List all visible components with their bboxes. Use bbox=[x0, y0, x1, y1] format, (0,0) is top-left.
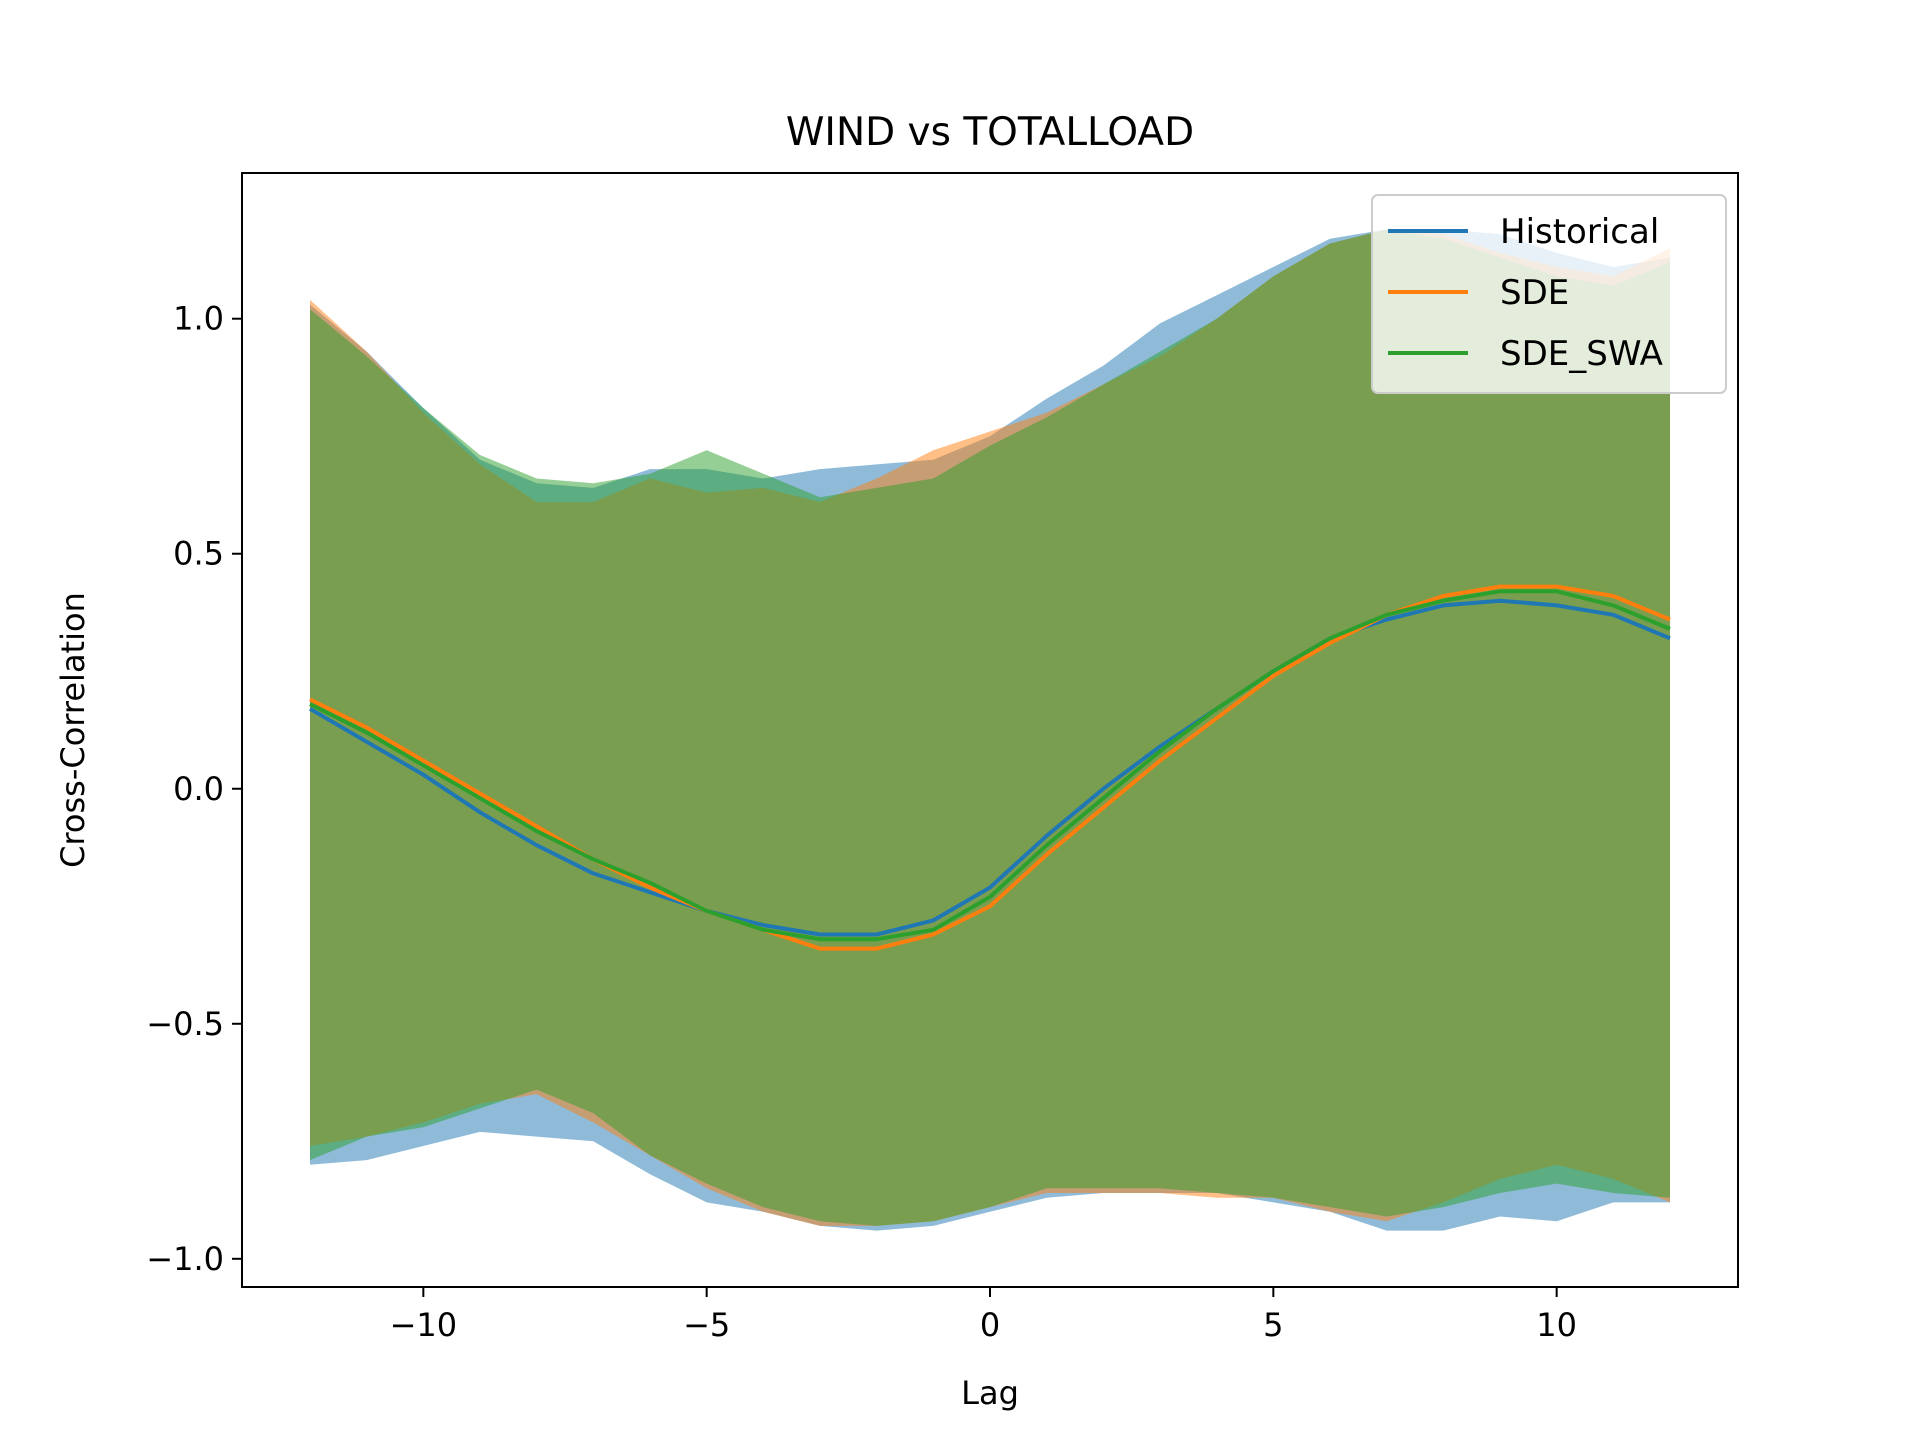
legend-box bbox=[1371, 194, 1727, 394]
series-line-historical bbox=[308, 598, 1671, 937]
x-tick-label: 0 bbox=[980, 1306, 1000, 1344]
series-lines bbox=[308, 584, 1671, 951]
y-axis: −1.0 −0.5 0.0 0.5 1.0 bbox=[146, 300, 242, 1278]
series-line-sde bbox=[309, 584, 1671, 951]
x-tick-label: 5 bbox=[1263, 1306, 1283, 1344]
x-axis: −10 −5 0 5 10 bbox=[390, 1287, 1577, 1344]
y-tick-label: −1.0 bbox=[146, 1240, 224, 1278]
x-tick-label: −5 bbox=[683, 1306, 730, 1344]
band-sde-swa bbox=[310, 229, 1670, 1226]
y-tick-label: 0.5 bbox=[173, 535, 224, 573]
chart-title: WIND vs TOTALLOAD bbox=[786, 110, 1194, 155]
x-tick-label: 10 bbox=[1536, 1306, 1577, 1344]
y-axis-label: Cross-Correlation bbox=[54, 592, 92, 868]
legend-label: SDE_SWA bbox=[1500, 334, 1663, 374]
y-tick-label: −0.5 bbox=[146, 1005, 224, 1043]
legend-label: SDE bbox=[1500, 273, 1569, 313]
legend-label: Historical bbox=[1500, 212, 1659, 252]
y-tick-label: 0.0 bbox=[173, 770, 224, 808]
confidence-bands bbox=[310, 229, 1670, 1231]
legend: Historical SDE SDE_SWA bbox=[1371, 194, 1727, 394]
x-axis-label: Lag bbox=[961, 1374, 1019, 1412]
y-tick-label: 1.0 bbox=[173, 300, 224, 338]
x-tick-label: −10 bbox=[390, 1306, 458, 1344]
series-line-sde-swa bbox=[309, 589, 1671, 942]
